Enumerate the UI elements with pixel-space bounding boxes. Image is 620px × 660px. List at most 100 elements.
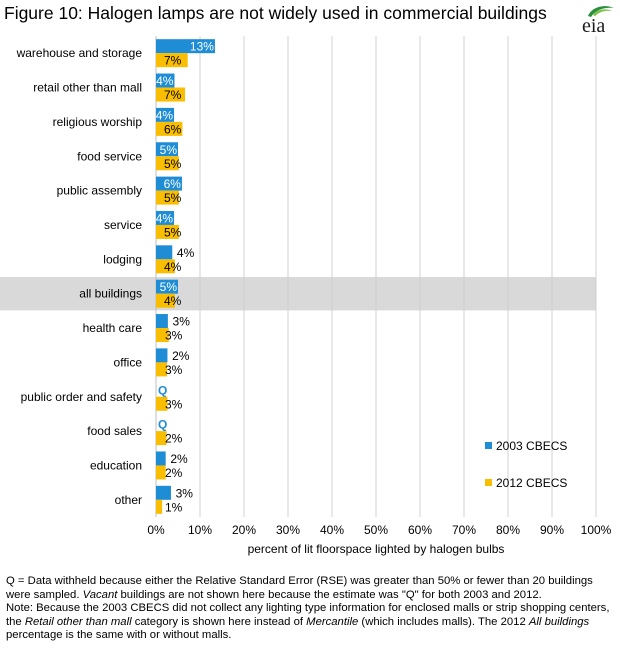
bar-value-label: 2% (172, 349, 190, 363)
category-label: lodging (103, 252, 142, 266)
bar-2003 (156, 176, 182, 191)
bar-value-label: 3% (165, 329, 183, 343)
bar-value-label: 5% (164, 191, 182, 205)
category-label: food service (77, 149, 142, 163)
category-label: public order and safety (21, 390, 142, 404)
legend-swatch (485, 442, 492, 449)
x-tick-label: 60% (408, 523, 432, 537)
bar-2012 (156, 293, 175, 308)
bar-value-label: 4% (164, 294, 182, 308)
x-tick-label: 90% (540, 523, 564, 537)
bar-2003 (156, 107, 175, 122)
category-label: public assembly (57, 184, 142, 198)
bar-value-label: 6% (164, 122, 182, 136)
bar-value-label: 5% (164, 157, 182, 171)
legend-label: 2012 CBECS (496, 476, 567, 490)
q-note-text: Q = Data withheld because either the Rel… (6, 575, 593, 601)
footnote-all-buildings: All buildings (528, 615, 590, 628)
x-tick-label: 30% (276, 523, 300, 537)
footnote-text-4: percentage is the same with or without m… (6, 629, 232, 642)
x-tick-label: 50% (364, 523, 388, 537)
bar-value-label: 3% (173, 315, 191, 329)
category-label: all buildings (79, 287, 142, 301)
category-label: warehouse and storage (16, 46, 143, 60)
bar-2012 (156, 431, 167, 446)
bar-2012 (156, 121, 183, 136)
x-tick-label: 100% (581, 523, 612, 537)
x-tick-label: 80% (496, 523, 520, 537)
chart-notes: Q = Data withheld because either the Rel… (6, 575, 612, 643)
bar-value-label: 4% (156, 74, 174, 88)
bar-label-q: Q (158, 383, 167, 397)
bar-value-label: 5% (164, 225, 182, 239)
footnote-text: Note: Because the 2003 CBECS did not col… (6, 602, 610, 628)
category-label: other (115, 493, 142, 507)
bar-value-label: 1% (165, 500, 183, 514)
category-label: religious worship (53, 115, 143, 129)
bar-value-label: 4% (156, 211, 174, 225)
category-label: education (90, 458, 142, 472)
bar-value-label: 7% (164, 88, 182, 102)
bar-value-label: 2% (165, 432, 183, 446)
bar-2012 (156, 259, 175, 274)
eia-logo: eia (578, 2, 618, 38)
footnote-mercantile: Mercantile (306, 615, 359, 628)
bar-value-label: 2% (165, 466, 183, 480)
bar-value-label: 3% (176, 486, 194, 500)
bar-2012 (156, 465, 166, 480)
bar-value-label: 3% (165, 397, 183, 411)
footnote-text-3: (which includes malls). The 2012 (358, 615, 529, 628)
bar-value-label: 7% (164, 54, 182, 68)
bar-2003 (156, 73, 175, 88)
x-tick-label: 70% (452, 523, 476, 537)
bar-value-label: 4% (156, 108, 174, 122)
category-label: office (114, 355, 143, 369)
bar-value-label: 13% (190, 40, 214, 54)
x-tick-label: 20% (232, 523, 256, 537)
bar-2003 (156, 142, 178, 157)
legend-swatch (485, 479, 492, 486)
bar-value-label: 4% (177, 246, 195, 260)
x-tick-label: 0% (147, 523, 165, 537)
bar-2012 (156, 224, 179, 239)
q-note-vacant: Vacant (82, 588, 118, 601)
halogen-bar-chart: 0% 10% 20% 30% 40% 50% 60% 70% 80% 90% 100% percent… (0, 36, 612, 556)
bar-2012 (156, 396, 168, 411)
category-label: health care (83, 321, 143, 335)
category-label: retail other than mall (33, 81, 142, 95)
x-axis-label: percent of lit floorspace lighted by hal… (248, 542, 505, 556)
eia-logo-text: eia (582, 15, 606, 37)
q-note-text-end: buildings are not shown here because the… (117, 588, 542, 601)
category-label: service (104, 218, 142, 232)
bar-value-label: 5% (160, 280, 178, 294)
q-note: Q = Data withheld because either the Rel… (6, 575, 612, 602)
bar-2003 (156, 451, 166, 466)
x-tick-label: 10% (188, 523, 212, 537)
bar-2003 (156, 39, 215, 54)
bar-2012 (156, 499, 163, 514)
footnote-retail: Retail other than mall (24, 615, 132, 628)
bar-2003 (156, 279, 178, 294)
category-label: food sales (87, 424, 142, 438)
bar-2003 (156, 348, 168, 363)
bar-label-q: Q (158, 418, 167, 432)
bar-2003 (156, 314, 168, 329)
bar-2003 (156, 210, 175, 225)
bar-2012 (156, 53, 188, 68)
bar-value-label: 6% (164, 177, 182, 191)
bar-2012 (156, 328, 169, 343)
bar-value-label: 4% (164, 260, 182, 274)
bar-2003 (156, 485, 171, 500)
bar-value-label: 3% (165, 363, 183, 377)
x-tick-label: 40% (320, 523, 344, 537)
bar-value-label: 2% (170, 452, 188, 466)
eia-logo-swoosh-icon (588, 6, 614, 17)
bar-2003 (156, 245, 173, 260)
bar-2012 (156, 156, 179, 171)
highlight-band (0, 277, 596, 311)
bar-2012 (156, 87, 186, 102)
page-title: Figure 10: Halogen lamps are not widely … (4, 3, 547, 23)
footnote: Note: Because the 2003 CBECS did not col… (6, 602, 612, 643)
legend-label: 2003 CBECS (496, 439, 567, 453)
bar-2012 (156, 362, 167, 377)
